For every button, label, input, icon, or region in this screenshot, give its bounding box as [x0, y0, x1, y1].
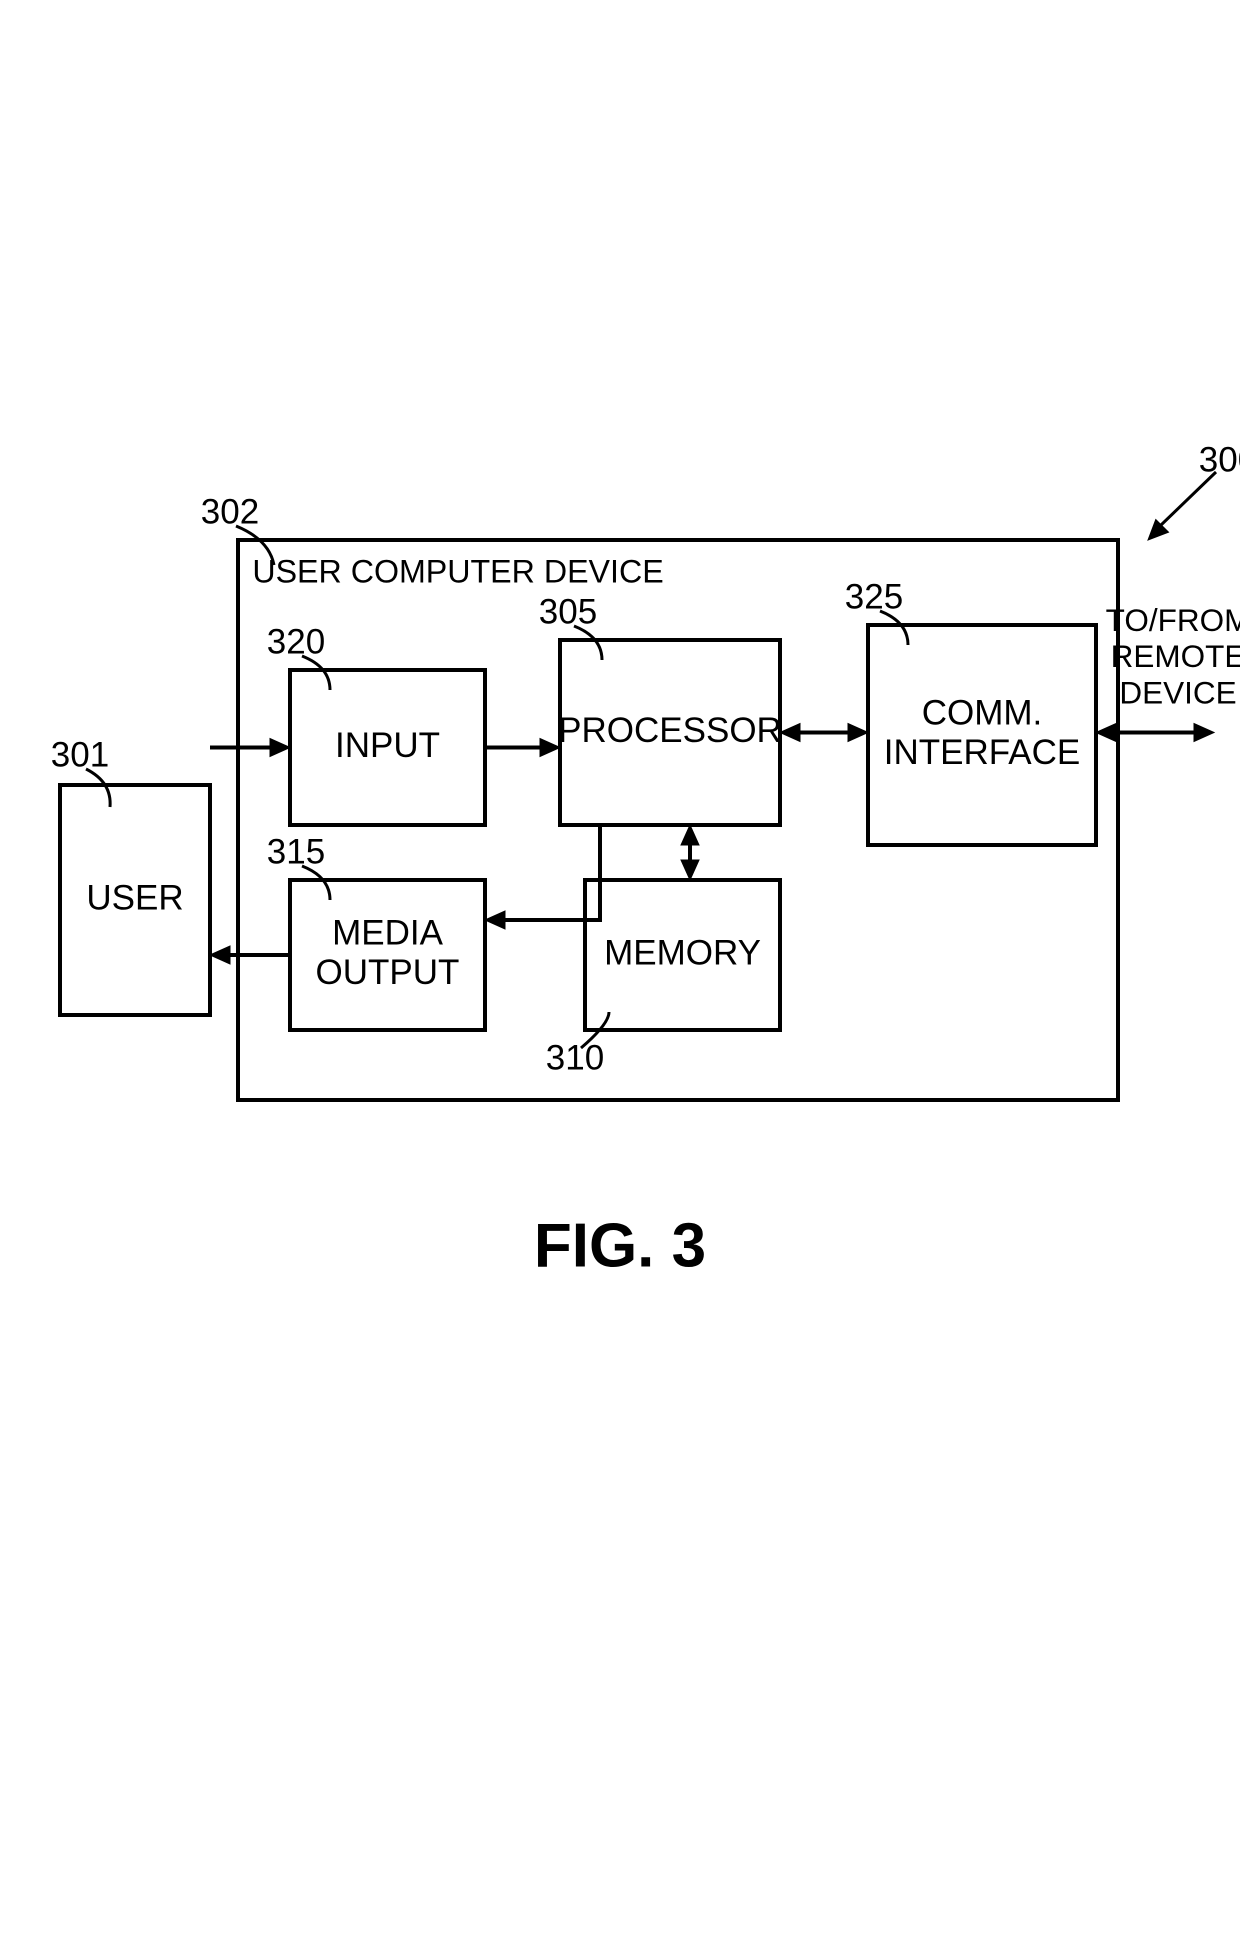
- label-remote: TO/FROMREMOTEDEVICE: [1106, 602, 1240, 710]
- ref-320: 320: [267, 622, 325, 661]
- container-title: USER COMPUTER DEVICE: [252, 554, 663, 590]
- label-memory: MEMORY: [604, 933, 761, 972]
- arrowhead: [210, 946, 230, 964]
- svg-text:REMOTE: REMOTE: [1111, 638, 1240, 674]
- figure-label: FIG. 3: [534, 1211, 706, 1280]
- svg-text:TO/FROM: TO/FROM: [1106, 602, 1240, 638]
- ref-302: 302: [201, 492, 259, 531]
- label-user: USER: [86, 878, 183, 917]
- label-input: INPUT: [335, 726, 440, 765]
- ref-325: 325: [845, 577, 903, 616]
- ref-300: 300: [1199, 440, 1240, 479]
- svg-text:OUTPUT: OUTPUT: [316, 953, 460, 992]
- svg-text:COMM.: COMM.: [922, 694, 1043, 733]
- label-processor: PROCESSOR: [558, 711, 782, 750]
- ref-301: 301: [51, 735, 109, 774]
- label-media-output: MEDIAOUTPUT: [316, 914, 460, 992]
- arrowhead: [1194, 724, 1214, 742]
- ref-315: 315: [267, 832, 325, 871]
- svg-text:MEDIA: MEDIA: [332, 914, 444, 953]
- ref-310: 310: [546, 1038, 604, 1077]
- leader-300: [1160, 472, 1216, 526]
- svg-text:DEVICE: DEVICE: [1119, 674, 1236, 710]
- ref-305: 305: [539, 592, 597, 631]
- svg-text:INTERFACE: INTERFACE: [884, 733, 1080, 772]
